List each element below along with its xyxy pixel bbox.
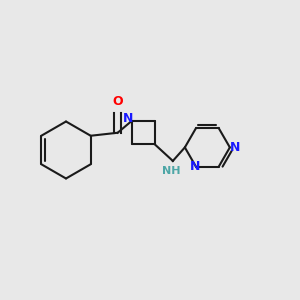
Text: N: N [123,112,133,125]
Text: O: O [112,95,123,108]
Text: NH: NH [162,166,181,176]
Text: N: N [230,141,240,154]
Text: N: N [189,160,200,173]
